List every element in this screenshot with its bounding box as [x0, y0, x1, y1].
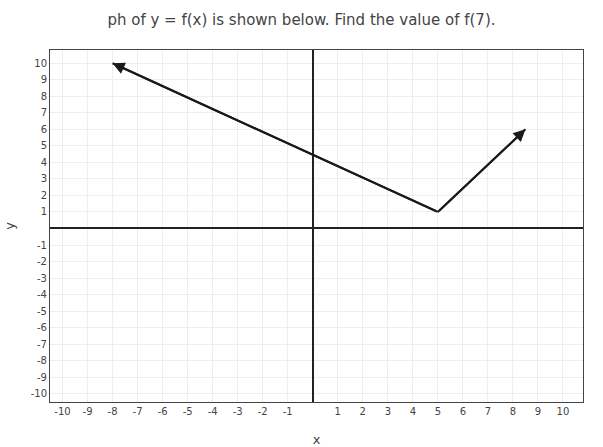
svg-text:-10: -10 [31, 388, 47, 399]
svg-text:-3: -3 [233, 406, 243, 417]
svg-text:-2: -2 [258, 406, 268, 417]
svg-text:7: 7 [41, 107, 47, 118]
svg-text:-8: -8 [37, 355, 47, 366]
svg-text:4: 4 [41, 157, 47, 168]
svg-text:ph of y = f(x) is shown below.: ph of y = f(x) is shown below. Find the … [107, 11, 495, 29]
svg-text:-8: -8 [108, 406, 118, 417]
svg-text:5: 5 [435, 406, 441, 417]
svg-text:6: 6 [460, 406, 466, 417]
svg-text:5: 5 [41, 140, 47, 151]
svg-text:9: 9 [535, 406, 541, 417]
svg-text:-1: -1 [283, 406, 293, 417]
svg-text:-9: -9 [83, 406, 93, 417]
svg-text:-3: -3 [37, 273, 47, 284]
svg-text:3: 3 [385, 406, 391, 417]
svg-text:-7: -7 [133, 406, 143, 417]
svg-text:-1: -1 [37, 240, 47, 251]
svg-text:y: y [2, 222, 17, 230]
svg-text:8: 8 [41, 91, 47, 102]
svg-text:-6: -6 [37, 322, 47, 333]
svg-text:1: 1 [335, 406, 341, 417]
svg-text:1: 1 [41, 206, 47, 217]
svg-text:-10: -10 [54, 406, 70, 417]
svg-text:-7: -7 [37, 339, 47, 350]
svg-text:3: 3 [41, 173, 47, 184]
svg-text:-6: -6 [158, 406, 168, 417]
svg-text:6: 6 [41, 124, 47, 135]
svg-text:10: 10 [34, 58, 47, 69]
svg-text:-9: -9 [37, 372, 47, 383]
svg-text:9: 9 [41, 74, 47, 85]
svg-text:-5: -5 [183, 406, 193, 417]
svg-text:x: x [313, 432, 321, 447]
svg-text:4: 4 [410, 406, 416, 417]
svg-text:-5: -5 [37, 306, 47, 317]
svg-text:2: 2 [360, 406, 366, 417]
svg-text:8: 8 [510, 406, 516, 417]
svg-text:-2: -2 [37, 256, 47, 267]
svg-text:10: 10 [557, 406, 570, 417]
svg-text:-4: -4 [37, 289, 47, 300]
svg-text:2: 2 [41, 190, 47, 201]
svg-text:-4: -4 [208, 406, 218, 417]
svg-text:7: 7 [485, 406, 491, 417]
